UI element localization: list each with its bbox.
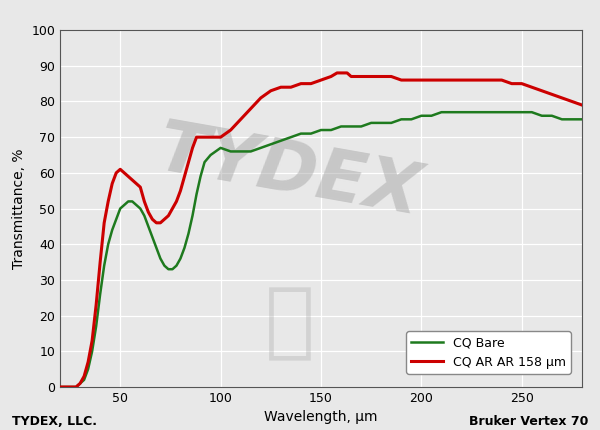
- X-axis label: Wavelength, μm: Wavelength, μm: [264, 410, 378, 424]
- Text: TYDEX, LLC.: TYDEX, LLC.: [12, 415, 97, 428]
- Y-axis label: Transmittance, %: Transmittance, %: [12, 148, 26, 269]
- Text: Bruker Vertex 70: Bruker Vertex 70: [469, 415, 588, 428]
- Legend: CQ Bare, CQ AR AR 158 μm: CQ Bare, CQ AR AR 158 μm: [406, 332, 571, 374]
- Text: Ⓦ: Ⓦ: [265, 282, 314, 363]
- Text: TYDEX: TYDEX: [152, 116, 427, 230]
